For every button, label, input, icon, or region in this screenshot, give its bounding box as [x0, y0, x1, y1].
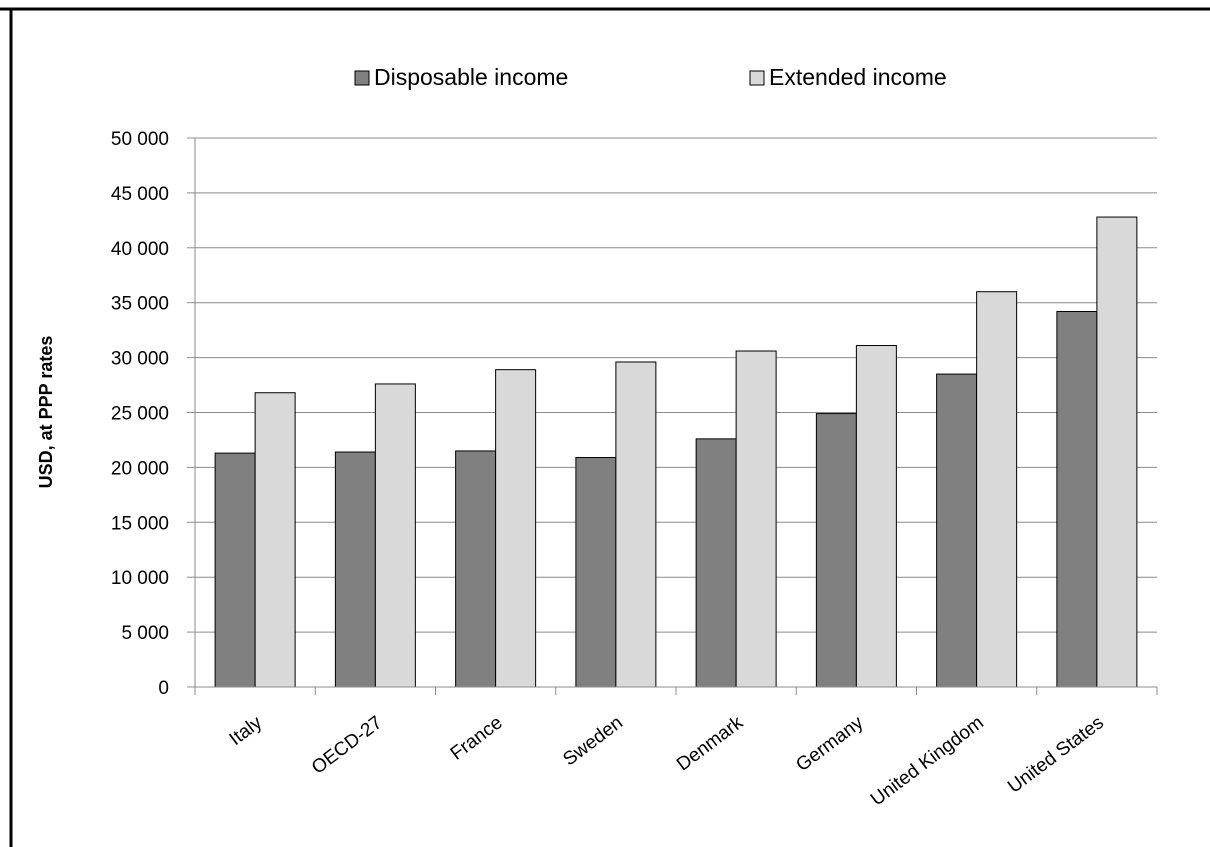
y-tick-label: 45 000 — [111, 184, 169, 205]
x-tick-label: OECD-27 — [308, 712, 386, 778]
bar-disposable-6 — [936, 373, 978, 688]
legend-swatch-extended — [749, 70, 765, 86]
x-tick-label: Germany — [792, 712, 867, 776]
y-tick-label: 0 — [158, 678, 169, 699]
y-tick-label: 35 000 — [111, 294, 169, 315]
bar-disposable-2 — [455, 450, 497, 688]
bar-disposable-4 — [695, 438, 737, 688]
bar-extended-4 — [735, 350, 777, 688]
bar-extended-6 — [976, 291, 1018, 688]
bar-extended-2 — [495, 369, 537, 688]
x-tick-label: United Kingdom — [867, 712, 988, 810]
x-tick-label: Denmark — [673, 712, 748, 775]
y-axis-title: USD, at PPP rates — [36, 336, 56, 489]
x-tick-label: United States — [1004, 712, 1108, 797]
x-tick-label: Italy — [226, 712, 267, 750]
bar-extended-7 — [1096, 216, 1138, 688]
y-tick-label: 10 000 — [111, 568, 169, 589]
legend-label-disposable: Disposable income — [374, 64, 568, 90]
axes — [194, 138, 1158, 695]
x-tick-label: Sweden — [559, 712, 626, 770]
bar-disposable-5 — [815, 413, 857, 688]
bar-disposable-3 — [575, 457, 617, 688]
bar-extended-0 — [254, 392, 296, 688]
y-tick-label: 25 000 — [111, 404, 169, 425]
bar-disposable-7 — [1056, 310, 1098, 688]
bar-disposable-1 — [334, 451, 376, 688]
legend: Disposable income Extended income — [354, 64, 947, 90]
bar-extended-1 — [374, 383, 416, 688]
y-tick-labels: 0 5 000 10 000 15 000 20 000 25 000 30 000 35 0… — [111, 129, 169, 699]
bar-extended-5 — [855, 345, 897, 688]
legend-label-extended: Extended income — [769, 64, 947, 90]
y-tick-label: 15 000 — [111, 513, 169, 534]
y-tick-label: 5 000 — [121, 623, 169, 644]
x-tick-label: France — [447, 712, 507, 764]
bar-extended-3 — [615, 361, 657, 688]
legend-swatch-disposable — [354, 70, 370, 86]
bar-series — [214, 216, 1138, 688]
y-tick-label: 50 000 — [111, 129, 169, 150]
bar-disposable-0 — [214, 452, 256, 688]
y-tick-label: 20 000 — [111, 458, 169, 479]
y-tick-label: 40 000 — [111, 239, 169, 260]
x-tick-labels: Italy OECD-27 France Sweden Denmark Germany Un… — [226, 712, 1108, 810]
y-tick-label: 30 000 — [111, 349, 169, 370]
